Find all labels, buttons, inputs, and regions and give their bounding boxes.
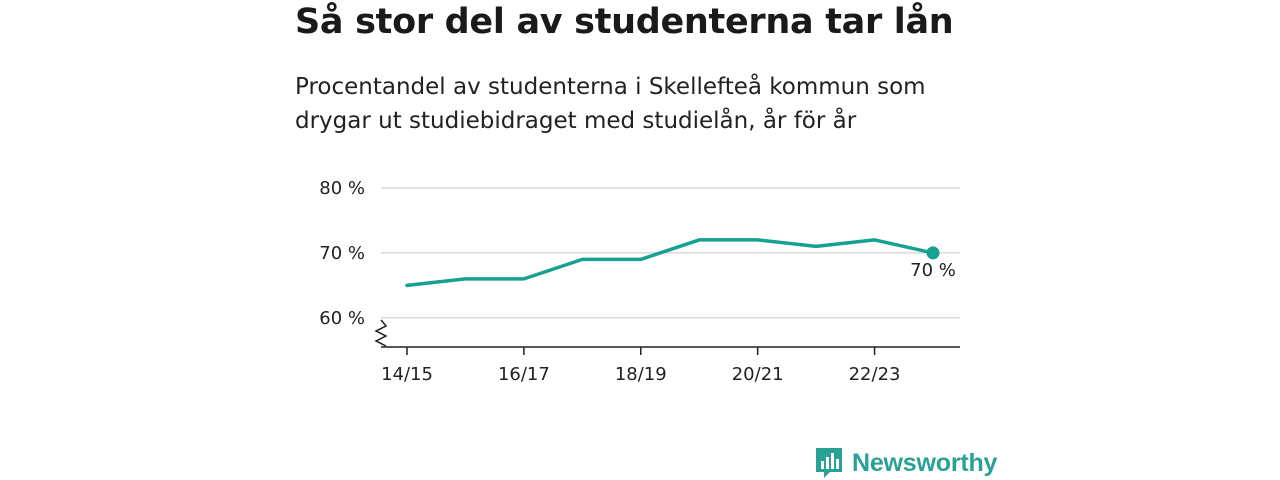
chart-title: Så stor del av studenterna tar lån (295, 2, 954, 42)
data-line (405, 238, 935, 288)
newsworthy-logo: Newsworthy (814, 446, 997, 480)
end-point-marker (926, 246, 940, 260)
x-tick-label: 22/23 (849, 364, 901, 385)
x-tick-label: 20/21 (732, 364, 784, 385)
brand-name: Newsworthy (852, 448, 998, 477)
y-tick-label: 80 % (319, 178, 365, 199)
axis-break-icon (374, 319, 388, 347)
x-tick-label: 18/19 (615, 364, 667, 385)
gridlines (381, 187, 960, 319)
series-line: 70 % (405, 238, 956, 288)
y-tick-label: 60 % (319, 308, 365, 329)
bar-chart-speech-bubble-icon (816, 448, 842, 478)
x-axis: 14/15 16/17 18/19 20/21 22/23 (374, 319, 960, 385)
y-axis-ticks: 60 % 70 % 80 % (319, 178, 365, 329)
x-tick-label: 16/17 (498, 364, 550, 385)
y-tick-label: 70 % (319, 243, 365, 264)
chart-subtitle: Procentandel av studenterna i Skellefteå… (295, 74, 926, 134)
x-tick-label: 14/15 (381, 364, 433, 385)
end-value-label: 70 % (910, 260, 956, 281)
